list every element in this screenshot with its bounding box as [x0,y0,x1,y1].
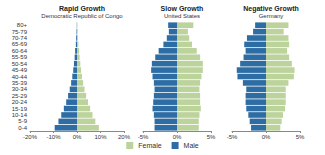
svg-text:5%: 5% [207,134,216,140]
svg-text:30-34: 30-34 [12,86,28,92]
svg-text:0%: 0% [173,134,182,140]
svg-text:Democratic Republic of Congo: Democratic Republic of Congo [41,13,123,19]
svg-text:45-49: 45-49 [12,67,28,73]
svg-text:Female: Female [138,142,161,149]
svg-text:0%: 0% [73,134,82,140]
svg-text:75-79: 75-79 [12,29,28,35]
svg-text:10-14: 10-14 [12,112,28,118]
svg-text:-5%: -5% [138,134,149,140]
svg-text:Germany: Germany [259,13,284,19]
svg-text:70-74: 70-74 [12,35,28,41]
svg-text:40-44: 40-44 [12,74,28,80]
svg-text:80+: 80+ [17,22,28,28]
svg-text:5-9: 5-9 [18,118,27,124]
svg-text:0%: 0% [262,134,271,140]
svg-text:-10%: -10% [46,134,61,140]
svg-text:-5%: -5% [227,134,238,140]
svg-text:25-29: 25-29 [12,93,28,99]
svg-text:Slow Growth: Slow Growth [161,5,204,12]
svg-text:-20%: -20% [23,134,38,140]
svg-text:United States: United States [164,13,200,19]
svg-text:50-54: 50-54 [12,61,28,67]
svg-text:60-64: 60-64 [12,48,28,54]
svg-text:Rapid Growth: Rapid Growth [59,5,105,13]
svg-text:5%: 5% [296,134,305,140]
svg-text:15-19: 15-19 [12,106,28,112]
svg-text:65-69: 65-69 [12,41,28,47]
svg-text:Male: Male [184,142,199,149]
svg-text:Negative Growth: Negative Growth [243,5,299,13]
svg-text:20%: 20% [118,134,131,140]
svg-text:10%: 10% [94,134,107,140]
svg-text:55-59: 55-59 [12,54,28,60]
svg-text:20-24: 20-24 [12,99,28,105]
svg-text:0-4: 0-4 [18,125,27,131]
svg-text:35-39: 35-39 [12,80,28,86]
